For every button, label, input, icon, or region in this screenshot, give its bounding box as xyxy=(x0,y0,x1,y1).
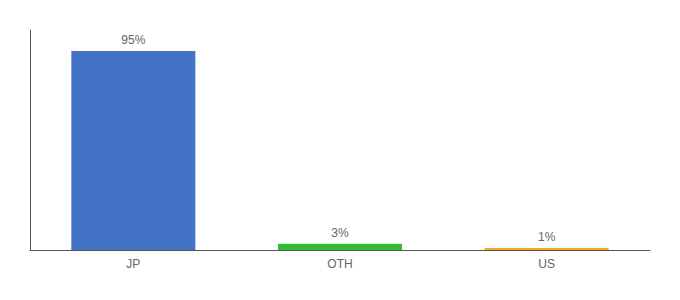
svg-text:JP: JP xyxy=(126,257,140,271)
svg-text:3%: 3% xyxy=(331,226,349,240)
svg-text:OTH: OTH xyxy=(327,257,352,271)
svg-text:95%: 95% xyxy=(121,33,145,47)
svg-text:1%: 1% xyxy=(538,230,556,244)
svg-text:US: US xyxy=(538,257,555,271)
